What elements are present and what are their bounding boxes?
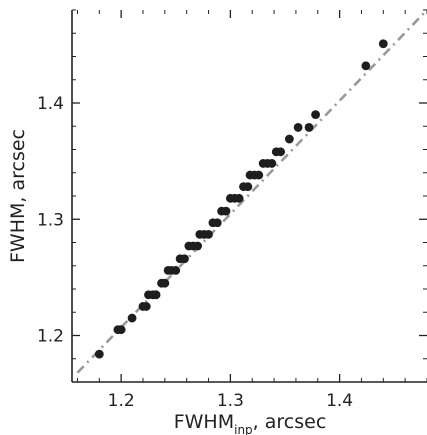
data-point-39 (284, 134, 294, 144)
data-point-28 (234, 193, 244, 203)
y-axis-label: FWHM, arcsec (7, 129, 29, 263)
data-point-0 (94, 349, 104, 359)
y-tick-label-0: 1.2 (37, 327, 64, 347)
data-point-3 (127, 313, 137, 323)
data-point-33 (254, 170, 264, 180)
data-point-2 (116, 325, 126, 335)
data-point-36 (267, 159, 277, 168)
data-point-21 (204, 229, 213, 239)
x-axis-label: FWHMinp, arcsec (174, 411, 327, 435)
data-point-44 (378, 39, 388, 49)
x-axis-label-subscript: inp (234, 423, 253, 435)
data-point-15 (180, 254, 189, 264)
data-point-10 (160, 278, 170, 288)
x-tick-label-2: 1.4 (326, 391, 353, 411)
data-point-23 (212, 218, 222, 228)
data-point-25 (221, 206, 231, 216)
data-point-42 (311, 110, 320, 120)
x-tick-label-1: 1.3 (217, 391, 244, 411)
data-point-43 (361, 61, 371, 71)
tick-labels: 1.2 1.3 1.4 1.2 1.3 1.4 (37, 94, 353, 411)
data-point-40 (293, 123, 303, 132)
data-point-41 (304, 123, 314, 132)
data-point-30 (243, 182, 253, 192)
y-tick-label-2: 1.4 (37, 94, 64, 114)
data-point-5 (141, 302, 151, 311)
data-point-38 (276, 147, 286, 157)
y-tick-label-1: 1.3 (37, 210, 64, 230)
axis-ticks (72, 9, 427, 383)
x-axis-label-main: FWHM (174, 411, 234, 433)
data-point-18 (193, 241, 203, 251)
x-axis-label-units: , arcsec (253, 411, 327, 433)
x-tick-label-0: 1.2 (108, 391, 135, 411)
data-points (94, 39, 388, 359)
data-point-13 (171, 266, 181, 275)
data-point-8 (151, 290, 161, 300)
